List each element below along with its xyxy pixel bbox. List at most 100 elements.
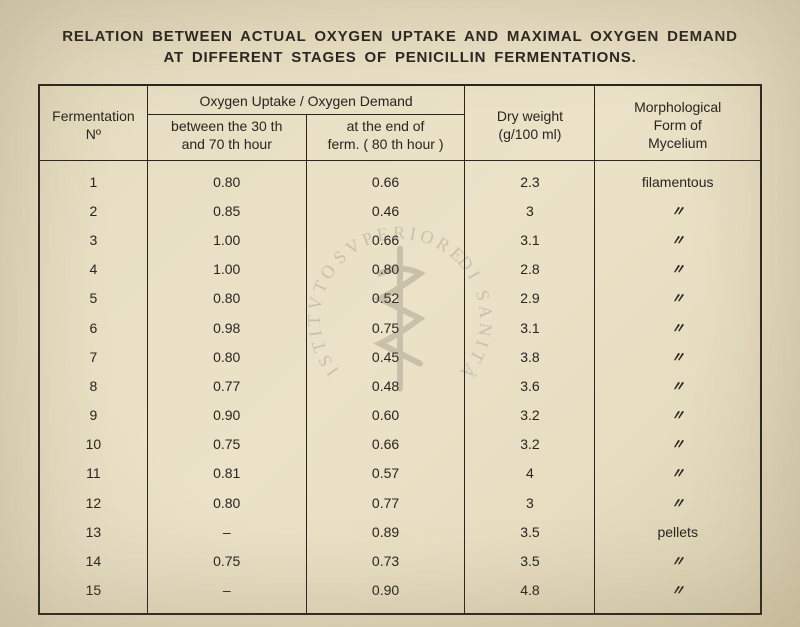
cell-oxygen-30-70: –: [147, 517, 306, 546]
cell-oxygen-30-70: 0.75: [147, 430, 306, 459]
cell-fermentation-no: 2: [39, 196, 147, 225]
cell-fermentation-no: 6: [39, 313, 147, 342]
table-row: 31.000.663.1〃: [39, 225, 761, 254]
cell-dry-weight: 3.2: [465, 401, 595, 430]
cell-dry-weight: 3.5: [465, 547, 595, 576]
col-header-oxygen-group: Oxygen Uptake / Oxygen Demand: [147, 85, 465, 115]
cell-morphology: 〃: [595, 196, 761, 225]
table-body: 10.800.662.3filamentous20.850.463〃31.000…: [39, 160, 761, 614]
cell-oxygen-end: 0.89: [306, 517, 465, 546]
cell-morphology: 〃: [595, 547, 761, 576]
cell-oxygen-30-70: 0.81: [147, 459, 306, 488]
cell-dry-weight: 3.1: [465, 225, 595, 254]
cell-dry-weight: 2.8: [465, 255, 595, 284]
cell-oxygen-end: 0.75: [306, 313, 465, 342]
cell-morphology: 〃: [595, 313, 761, 342]
cell-dry-weight: 4.8: [465, 576, 595, 615]
table-row: 80.770.483.6〃: [39, 371, 761, 400]
cell-dry-weight: 3.5: [465, 517, 595, 546]
cell-fermentation-no: 4: [39, 255, 147, 284]
col-header-morphology: MorphologicalForm ofMycelium: [595, 85, 761, 160]
cell-dry-weight: 3.6: [465, 371, 595, 400]
col-header-dry-weight: Dry weight(g/100 ml): [465, 85, 595, 160]
cell-oxygen-30-70: –: [147, 576, 306, 615]
cell-oxygen-30-70: 0.85: [147, 196, 306, 225]
cell-fermentation-no: 10: [39, 430, 147, 459]
table-row: 70.800.453.8〃: [39, 342, 761, 371]
cell-morphology: 〃: [595, 576, 761, 615]
col-subheader-oxygen-end: at the end offerm. ( 80 th hour ): [306, 115, 465, 160]
cell-oxygen-end: 0.45: [306, 342, 465, 371]
data-table: FermentationNº Oxygen Uptake / Oxygen De…: [38, 84, 762, 615]
table-row: 13–0.893.5pellets: [39, 517, 761, 546]
table-row: 110.810.574〃: [39, 459, 761, 488]
cell-oxygen-30-70: 1.00: [147, 255, 306, 284]
cell-morphology: 〃: [595, 284, 761, 313]
cell-oxygen-30-70: 0.77: [147, 371, 306, 400]
cell-oxygen-end: 0.52: [306, 284, 465, 313]
page-subtitle: AT DIFFERENT STAGES OF PENICILLIN FERMEN…: [38, 49, 762, 66]
table-row: 15–0.904.8〃: [39, 576, 761, 615]
cell-dry-weight: 2.9: [465, 284, 595, 313]
cell-oxygen-30-70: 0.80: [147, 160, 306, 196]
page-title: RELATION BETWEEN ACTUAL OXYGEN UPTAKE AN…: [38, 28, 762, 45]
cell-oxygen-30-70: 0.98: [147, 313, 306, 342]
cell-morphology: 〃: [595, 342, 761, 371]
table-row: 60.980.753.1〃: [39, 313, 761, 342]
cell-oxygen-end: 0.66: [306, 430, 465, 459]
table-row: 120.800.773〃: [39, 488, 761, 517]
cell-morphology: 〃: [595, 371, 761, 400]
cell-dry-weight: 2.3: [465, 160, 595, 196]
cell-morphology: 〃: [595, 459, 761, 488]
cell-dry-weight: 4: [465, 459, 595, 488]
cell-fermentation-no: 8: [39, 371, 147, 400]
cell-fermentation-no: 9: [39, 401, 147, 430]
cell-fermentation-no: 1: [39, 160, 147, 196]
cell-dry-weight: 3.2: [465, 430, 595, 459]
cell-oxygen-end: 0.73: [306, 547, 465, 576]
cell-oxygen-end: 0.60: [306, 401, 465, 430]
table-row: 140.750.733.5〃: [39, 547, 761, 576]
table-row: 41.000.802.8〃: [39, 255, 761, 284]
cell-fermentation-no: 5: [39, 284, 147, 313]
table-row: 90.900.603.2〃: [39, 401, 761, 430]
cell-oxygen-30-70: 0.80: [147, 488, 306, 517]
cell-morphology: pellets: [595, 517, 761, 546]
cell-fermentation-no: 12: [39, 488, 147, 517]
cell-fermentation-no: 7: [39, 342, 147, 371]
cell-morphology: filamentous: [595, 160, 761, 196]
cell-oxygen-end: 0.77: [306, 488, 465, 517]
cell-dry-weight: 3: [465, 488, 595, 517]
col-header-fermentation: FermentationNº: [39, 85, 147, 160]
cell-oxygen-end: 0.46: [306, 196, 465, 225]
cell-fermentation-no: 3: [39, 225, 147, 254]
cell-oxygen-end: 0.66: [306, 160, 465, 196]
table-row: 100.750.663.2〃: [39, 430, 761, 459]
cell-fermentation-no: 13: [39, 517, 147, 546]
table-row: 50.800.522.9〃: [39, 284, 761, 313]
cell-oxygen-end: 0.48: [306, 371, 465, 400]
cell-oxygen-30-70: 0.90: [147, 401, 306, 430]
cell-dry-weight: 3.1: [465, 313, 595, 342]
cell-morphology: 〃: [595, 401, 761, 430]
cell-morphology: 〃: [595, 225, 761, 254]
cell-oxygen-30-70: 0.80: [147, 342, 306, 371]
cell-fermentation-no: 15: [39, 576, 147, 615]
cell-dry-weight: 3: [465, 196, 595, 225]
cell-oxygen-30-70: 0.80: [147, 284, 306, 313]
col-subheader-oxygen-30-70: between the 30 thand 70 th hour: [147, 115, 306, 160]
cell-oxygen-end: 0.80: [306, 255, 465, 284]
cell-morphology: 〃: [595, 255, 761, 284]
cell-oxygen-end: 0.57: [306, 459, 465, 488]
cell-fermentation-no: 11: [39, 459, 147, 488]
cell-morphology: 〃: [595, 488, 761, 517]
cell-oxygen-end: 0.66: [306, 225, 465, 254]
cell-morphology: 〃: [595, 430, 761, 459]
cell-oxygen-30-70: 1.00: [147, 225, 306, 254]
cell-oxygen-end: 0.90: [306, 576, 465, 615]
cell-dry-weight: 3.8: [465, 342, 595, 371]
cell-oxygen-30-70: 0.75: [147, 547, 306, 576]
table-row: 20.850.463〃: [39, 196, 761, 225]
cell-fermentation-no: 14: [39, 547, 147, 576]
table-row: 10.800.662.3filamentous: [39, 160, 761, 196]
